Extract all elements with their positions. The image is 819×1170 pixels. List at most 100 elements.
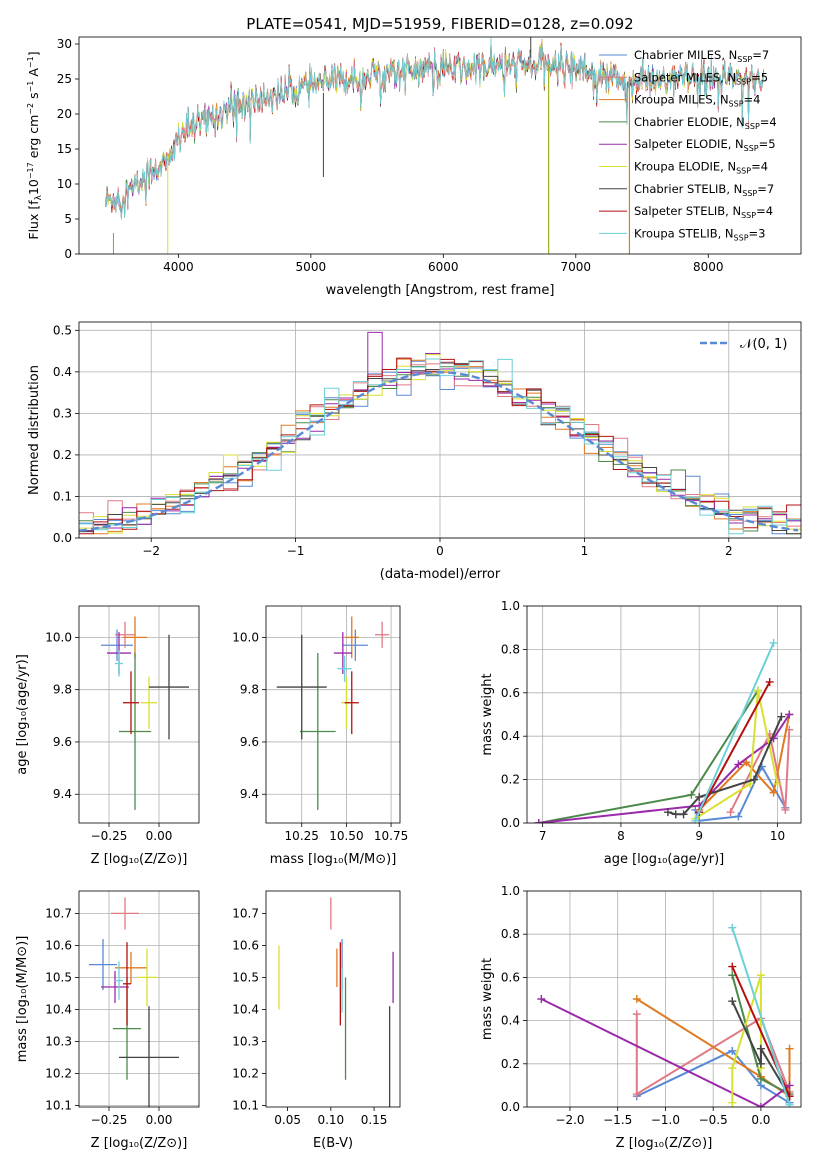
y-tick-label: 10.1 bbox=[232, 1098, 259, 1112]
x-tick-label: 0.00 bbox=[146, 1113, 173, 1127]
spectrum-frame bbox=[78, 36, 802, 255]
legend-label: Kroupa MILES, NSSP=4 bbox=[634, 93, 760, 109]
weight-line bbox=[731, 927, 791, 1106]
legend-label: Kroupa ELODIE, NSSP=4 bbox=[634, 160, 768, 176]
y-axis-label: Flux [fλ10−17 erg cm−2 s−1 A−1] bbox=[26, 51, 44, 239]
y-tick-label: 0.3 bbox=[53, 406, 72, 420]
weight-line bbox=[731, 1000, 791, 1097]
weight-marker bbox=[781, 805, 790, 814]
x-tick-label: 10.75 bbox=[374, 829, 408, 843]
x-tick-label: 0 bbox=[436, 544, 444, 558]
y-tick-label: 10.7 bbox=[232, 906, 259, 920]
spectrum-axes: 4000 5000 6000 7000 8000 0 5 10 15 20 25 30 bbox=[57, 37, 724, 274]
y-tick-label: 0.2 bbox=[53, 448, 72, 462]
y-axis-label: mass [log₁₀(M/M⊙)] bbox=[15, 936, 30, 1063]
weight-marker bbox=[691, 816, 700, 823]
x-tick-label: 7 bbox=[539, 829, 547, 843]
x-tick-label: 4000 bbox=[163, 260, 194, 274]
y-tick-label: 20 bbox=[57, 107, 72, 121]
y-tick-label: 10.2 bbox=[232, 1066, 259, 1080]
legend-label: Salpeter MILES, NSSP=5 bbox=[634, 70, 768, 86]
legend-label: Salpeter STELIB, NSSP=4 bbox=[634, 204, 773, 220]
legend-label: Kroupa STELIB, NSSP=3 bbox=[634, 226, 765, 242]
residual-hists bbox=[79, 331, 801, 535]
x-tick-label: 0.0 bbox=[751, 1113, 770, 1127]
weight-marker bbox=[756, 1044, 765, 1053]
weight-marker bbox=[728, 962, 737, 971]
y-tick-label: 10.0 bbox=[45, 630, 72, 644]
mass_weight_vs_age-series bbox=[534, 638, 794, 823]
y-tick-label: 9.4 bbox=[53, 787, 72, 801]
x-tick-label: 2 bbox=[725, 544, 733, 558]
mass_weight_vs_Z-frame bbox=[526, 890, 802, 1108]
y-tick-label: 0.6 bbox=[501, 970, 520, 984]
weight-line bbox=[635, 1014, 791, 1096]
x-axis-label: Z [log₁₀(Z/Z⊙)] bbox=[91, 1136, 188, 1151]
y-tick-label: 0.4 bbox=[53, 365, 72, 379]
x-tick-label: 8000 bbox=[693, 260, 724, 274]
legend-label: Chabrier MILES, NSSP=7 bbox=[634, 48, 769, 64]
age_vs_mass-axes: 10.25 10.50 10.75 9.4 9.6 9.8 10.0 bbox=[232, 606, 408, 843]
age_vs_mass-frame bbox=[265, 605, 401, 824]
x-tick-label: 9 bbox=[695, 829, 703, 843]
y-tick-label: 0.0 bbox=[501, 1100, 520, 1114]
y-tick-label: 0.0 bbox=[53, 531, 72, 545]
y-tick-label: 0.4 bbox=[501, 1014, 520, 1028]
y-tick-label: 9.6 bbox=[53, 735, 72, 749]
weight-marker bbox=[687, 790, 696, 799]
histogram-series bbox=[79, 358, 801, 535]
x-tick-label: 1 bbox=[581, 544, 589, 558]
x-tick-label: 7000 bbox=[561, 260, 592, 274]
weight-line bbox=[694, 642, 775, 822]
y-tick-label: 10 bbox=[57, 177, 72, 191]
x-tick-label: 10.25 bbox=[285, 829, 319, 843]
weight-marker bbox=[756, 1103, 765, 1107]
x-axis-label: age [log₁₀(age/yr)] bbox=[604, 852, 725, 867]
weight-marker bbox=[632, 995, 641, 1003]
x-tick-label: −0.5 bbox=[699, 1113, 728, 1127]
weight-marker bbox=[537, 995, 546, 1003]
y-tick-label: 0.2 bbox=[501, 1057, 520, 1071]
y-tick-label: 15 bbox=[57, 142, 72, 156]
age_vs_mass-points bbox=[276, 616, 390, 810]
x-tick-label: −1.5 bbox=[603, 1113, 632, 1127]
weight-line bbox=[538, 690, 759, 823]
y-tick-label: 9.6 bbox=[240, 735, 259, 749]
weight-marker bbox=[632, 1010, 641, 1019]
weight-marker bbox=[734, 760, 743, 769]
weight-marker bbox=[663, 808, 672, 817]
legend-label: 𝒩(0, 1) bbox=[740, 337, 787, 352]
weight-marker bbox=[728, 1098, 737, 1107]
y-tick-label: 0.4 bbox=[501, 729, 520, 743]
weight-marker bbox=[750, 775, 759, 784]
y-tick-label: 1.0 bbox=[501, 599, 520, 613]
x-tick-label: −0.25 bbox=[91, 829, 128, 843]
mass_weight_vs_Z-axes: −2.0 −1.5 −1.0 −0.5 0.0 0.0 0.2 0.4 0.6 0.8 1.0 bbox=[501, 884, 801, 1127]
mass_vs_EBV-points bbox=[278, 897, 394, 1107]
age_vs_Z-axes: −0.25 0.00 9.4 9.6 9.8 10.0 bbox=[45, 606, 199, 843]
gaussian-curve bbox=[79, 371, 799, 532]
y-tick-label: 0.5 bbox=[53, 323, 72, 337]
residuals-frame bbox=[78, 321, 802, 539]
y-tick-label: 0.8 bbox=[501, 927, 520, 941]
y-tick-label: 10.1 bbox=[45, 1098, 72, 1112]
mass_vs_EBV-frame bbox=[265, 890, 401, 1108]
y-axis-label: mass weight bbox=[480, 673, 495, 755]
weight-line bbox=[731, 974, 762, 1103]
y-tick-label: 0 bbox=[64, 247, 72, 261]
y-tick-label: 1.0 bbox=[501, 884, 520, 898]
y-tick-label: 10.4 bbox=[232, 1002, 259, 1016]
x-axis-label: Z [log₁₀(Z/Z⊙)] bbox=[616, 1136, 713, 1151]
x-tick-label: 0.00 bbox=[146, 829, 173, 843]
spectrum-line bbox=[105, 37, 764, 219]
weight-marker bbox=[769, 788, 778, 797]
y-tick-label: 10.0 bbox=[232, 630, 259, 644]
x-tick-label: 6000 bbox=[428, 260, 459, 274]
residuals-axes: −2 −1 0 1 2 0.0 0.1 0.2 0.3 0.4 0.5 bbox=[53, 322, 801, 558]
weight-marker bbox=[728, 1046, 737, 1055]
weight-marker bbox=[728, 997, 737, 1006]
y-tick-label: 0.0 bbox=[501, 816, 520, 830]
weight-line bbox=[694, 690, 779, 820]
weight-marker bbox=[726, 808, 735, 817]
weight-line bbox=[698, 714, 791, 811]
